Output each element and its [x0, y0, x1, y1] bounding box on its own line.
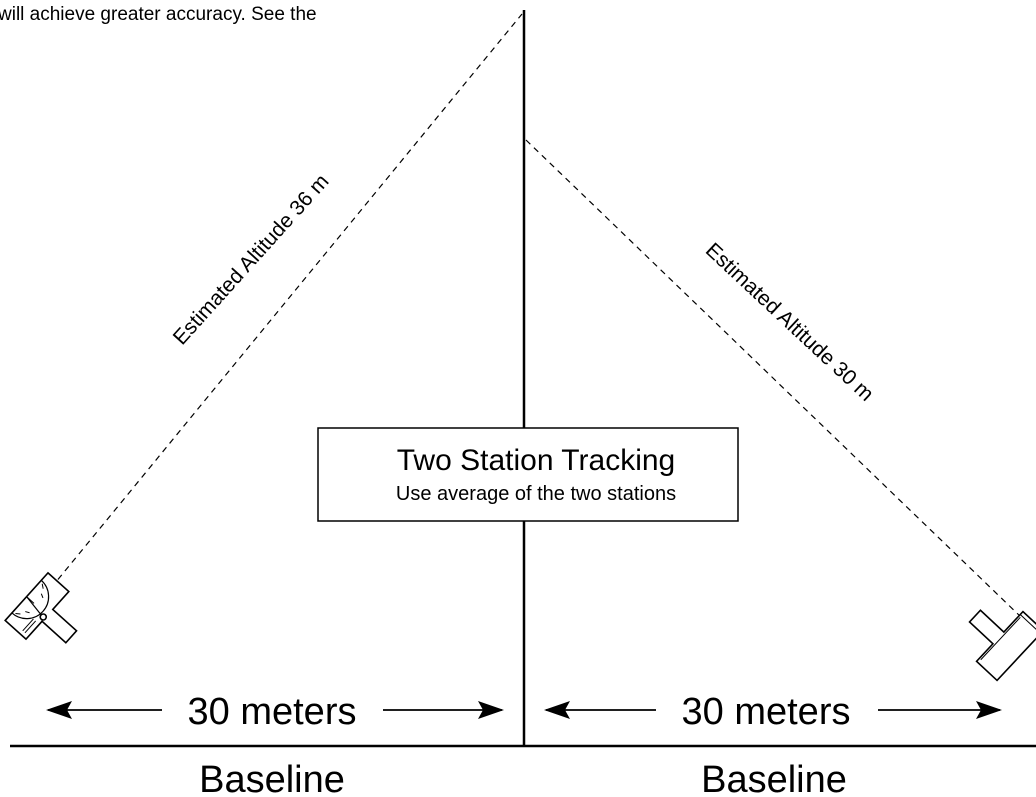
- right-distance-arrow-right: [878, 701, 1002, 719]
- left-station-icon: [4, 571, 78, 644]
- right-station-icon: [968, 609, 1036, 682]
- left-baseline-label: Baseline: [199, 759, 345, 797]
- info-box: [317, 427, 739, 522]
- right-baseline-label: Baseline: [701, 759, 847, 797]
- info-box-title: Two Station Tracking: [397, 444, 675, 477]
- left-distance-arrow-right: [383, 701, 504, 719]
- right-sightline-label: Estimated Altitude 30 m: [701, 239, 878, 406]
- right-sightline: [525, 139, 1023, 619]
- left-distance-label: 30 meters: [188, 691, 357, 733]
- left-sightline-label: Estimated Altitude 36 m: [169, 170, 334, 349]
- right-distance-arrow-left: [544, 701, 656, 719]
- info-box-subtitle: Use average of the two stations: [396, 483, 676, 505]
- right-distance-label: 30 meters: [682, 691, 851, 733]
- caption-text: will achieve greater accuracy. See the: [0, 4, 317, 25]
- left-distance-arrow-left: [46, 701, 162, 719]
